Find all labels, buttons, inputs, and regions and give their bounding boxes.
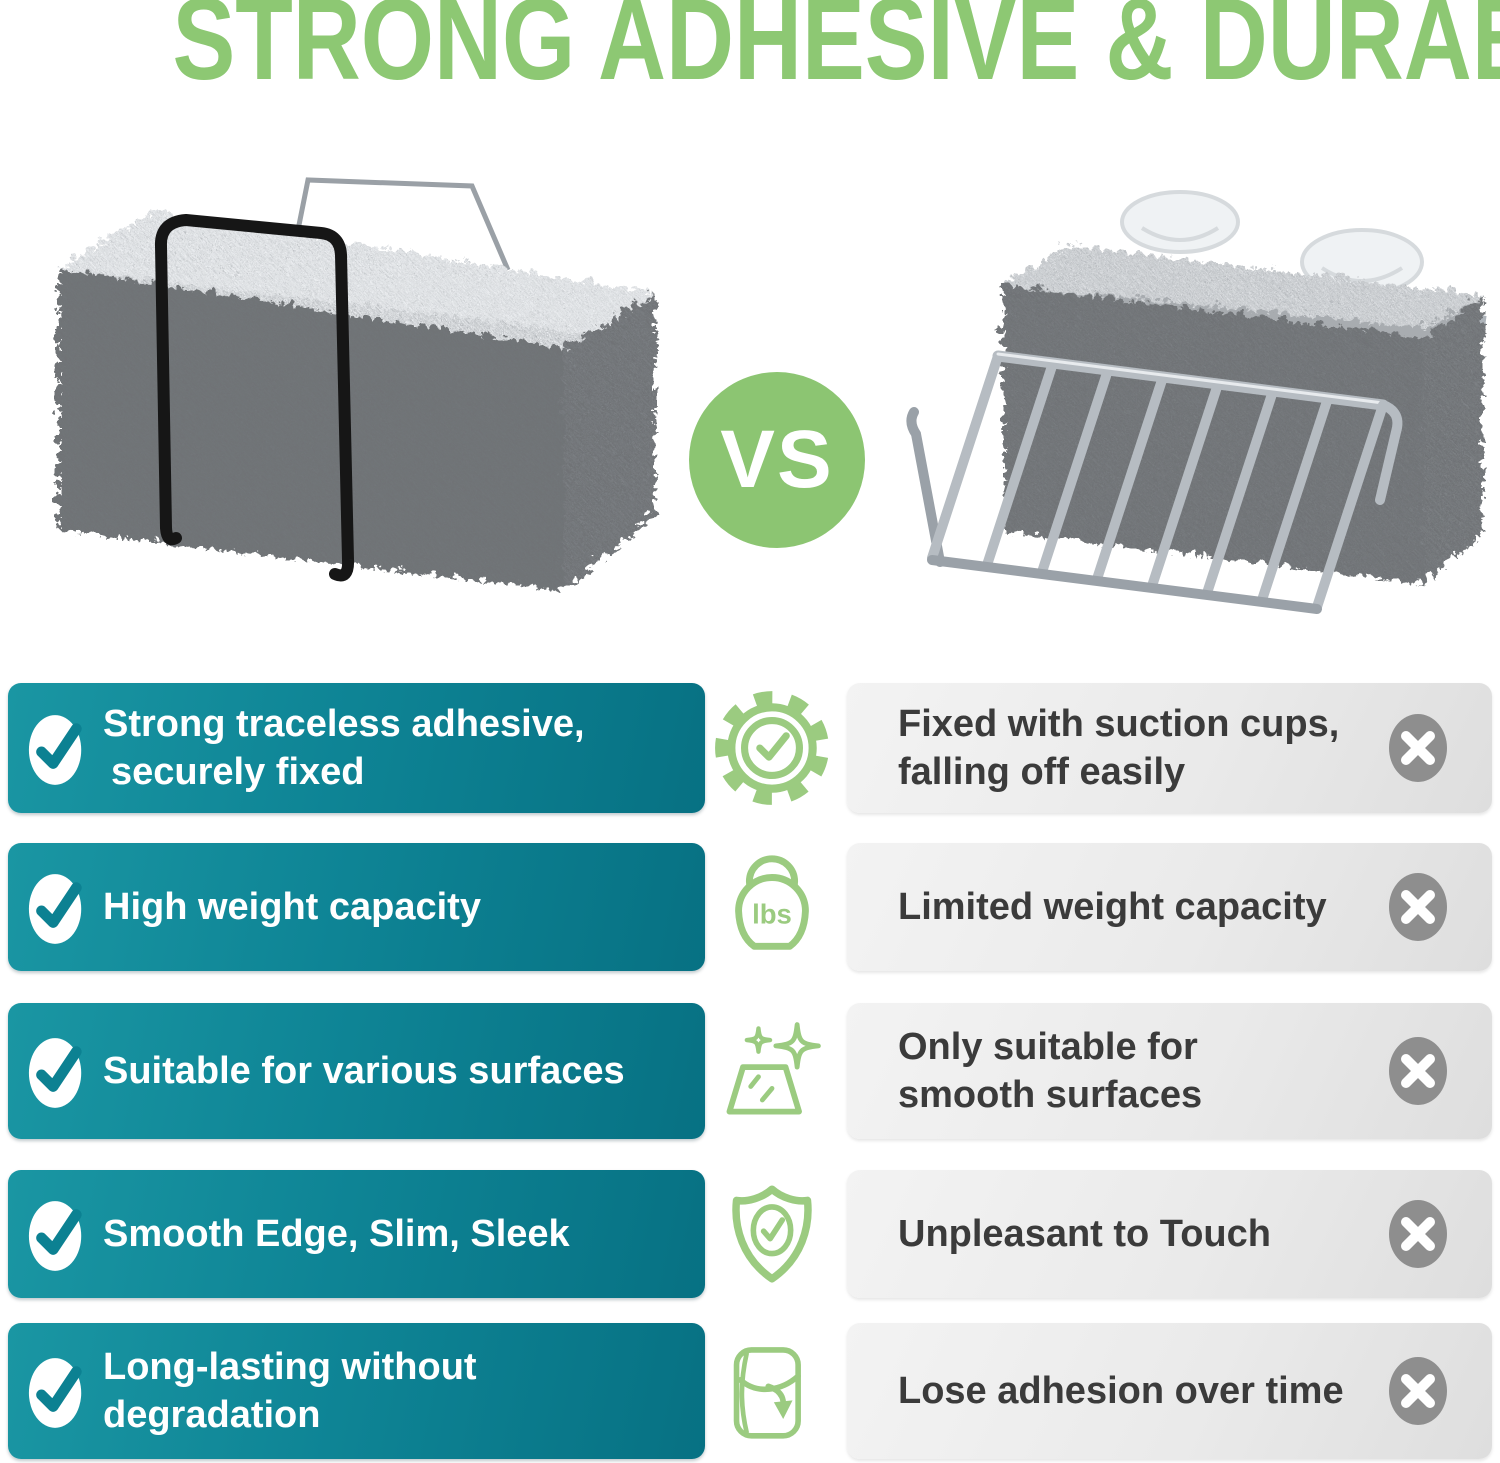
silver-wire-handle <box>289 177 511 271</box>
check-icon <box>26 708 88 788</box>
vs-badge: VS <box>689 372 865 548</box>
benefit-text: Suitable for various surfaces <box>103 1050 625 1092</box>
benefit-text: Smooth Edge, Slim, Sleek <box>103 1213 570 1255</box>
check-icon <box>26 1351 88 1431</box>
benefit-row: Suitable for various surfaces <box>8 1003 705 1139</box>
drawback-row: Unpleasant to Touch <box>847 1170 1492 1298</box>
suction-cups <box>1120 190 1424 296</box>
product-photo-suction-cup-sponge-caddy <box>880 170 1500 650</box>
benefit-text: Strong traceless adhesive, securely fixe… <box>103 703 585 793</box>
drawback-row: Fixed with suction cups, falling off eas… <box>847 683 1492 813</box>
lbs-label: lbs <box>752 899 792 930</box>
black-wire-clip <box>155 214 355 582</box>
drawback-row: Limited weight capacity <box>847 843 1492 971</box>
drawback-text: Limited weight capacity <box>898 886 1327 928</box>
benefit-row: Smooth Edge, Slim, Sleek <box>8 1170 705 1298</box>
drawback-row: Only suitable for smooth surfaces <box>847 1003 1492 1139</box>
benefit-text: High weight capacity <box>103 886 481 928</box>
weight-lbs-icon: lbs <box>706 843 838 971</box>
product-photo-adhesive-sponge-holder <box>40 140 660 620</box>
x-icon <box>1386 712 1450 784</box>
shield-check-icon <box>706 1170 838 1298</box>
benefit-row: High weight capacity <box>8 843 705 971</box>
x-icon <box>1386 1035 1450 1107</box>
drawback-text: Fixed with suction cups, falling off eas… <box>898 703 1340 793</box>
x-icon <box>1386 1355 1450 1427</box>
benefit-row: Strong traceless adhesive, securely fixe… <box>8 683 705 813</box>
drawback-text: Only suitable for smooth surfaces <box>898 1026 1203 1116</box>
gray-sponge <box>1000 242 1480 580</box>
drawback-row: Lose adhesion over time <box>847 1323 1492 1459</box>
sparkling-surface-icon <box>706 1003 838 1139</box>
chrome-wire-basket <box>906 350 1403 614</box>
drawback-text: Unpleasant to Touch <box>898 1213 1271 1255</box>
page-title: STRONG ADHESIVE & DURABLE <box>172 0 1500 104</box>
x-icon <box>1386 1198 1450 1270</box>
x-icon <box>1386 871 1450 943</box>
benefit-row: Long-lasting without degradation <box>8 1323 705 1459</box>
page-title-wrap: STRONG ADHESIVE & DURABLE <box>0 0 1500 97</box>
adhesive-peel-icon <box>706 1323 838 1459</box>
vs-label: VS <box>720 414 834 505</box>
check-icon <box>26 1031 88 1111</box>
benefit-text: Long-lasting without degradation <box>103 1346 477 1436</box>
check-icon <box>26 1194 88 1274</box>
drawback-text: Lose adhesion over time <box>898 1370 1344 1412</box>
check-icon <box>26 867 88 947</box>
gear-check-icon <box>706 683 838 813</box>
gray-sponge <box>55 208 652 587</box>
